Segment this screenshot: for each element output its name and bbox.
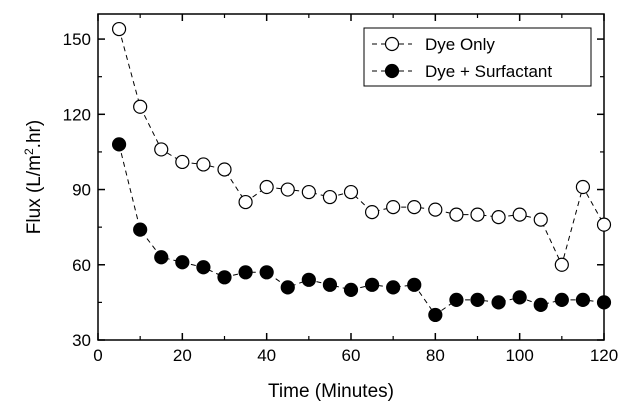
data-point <box>175 154 190 170</box>
data-point <box>575 292 591 307</box>
data-point <box>428 202 443 217</box>
data-point <box>407 277 422 292</box>
data-point <box>238 265 253 280</box>
series-dye-surfactant <box>111 137 612 323</box>
y-tick-label: 60 <box>72 256 91 275</box>
x-tick-label: 80 <box>426 346 445 365</box>
data-point <box>575 179 591 195</box>
legend-box <box>363 27 592 87</box>
y-tick-label: 150 <box>63 30 91 49</box>
data-point <box>386 199 401 215</box>
data-point <box>301 272 316 287</box>
data-point <box>196 157 211 172</box>
data-point <box>238 194 253 210</box>
data-point <box>154 250 169 265</box>
x-tick-label: 60 <box>342 346 361 365</box>
data-point <box>133 222 148 237</box>
data-point <box>217 270 232 285</box>
x-tick-label: 100 <box>505 346 533 365</box>
data-point <box>491 295 506 310</box>
data-point <box>470 207 485 222</box>
x-tick-label: 20 <box>173 346 192 365</box>
x-axis-title: Time (Minutes) <box>268 381 394 402</box>
series-line <box>118 28 605 267</box>
data-point <box>364 277 380 292</box>
legend-label: Dye Only <box>425 35 495 54</box>
data-point <box>111 137 127 152</box>
data-point <box>343 282 359 297</box>
legend-marker <box>384 63 400 79</box>
y-tick-label: 30 <box>72 331 91 350</box>
data-point <box>512 207 527 222</box>
data-point <box>301 184 316 200</box>
data-point <box>449 292 464 307</box>
data-point <box>554 292 569 307</box>
y-tick-label: 90 <box>72 181 91 200</box>
data-point <box>596 295 612 310</box>
data-point <box>364 205 380 220</box>
data-point <box>407 199 422 215</box>
data-point <box>533 212 548 227</box>
legend: Dye Only Dye + Surfactant <box>363 27 592 87</box>
x-tick-label: 0 <box>93 346 102 365</box>
data-point <box>133 99 148 114</box>
data-point <box>470 292 485 307</box>
y-axis-title: Flux (L/m2.hr) <box>22 120 45 234</box>
data-point <box>428 307 443 323</box>
data-point <box>322 189 338 205</box>
y-tick-label: 120 <box>63 105 91 124</box>
data-point <box>154 142 169 157</box>
data-point <box>491 210 506 225</box>
data-point <box>196 260 211 275</box>
series-line <box>118 144 605 316</box>
data-point <box>386 280 401 295</box>
legend-marker <box>384 36 400 52</box>
data-point <box>259 179 274 195</box>
data-point <box>217 162 232 177</box>
x-tick-label: 120 <box>590 346 618 365</box>
data-point <box>449 207 464 222</box>
data-point <box>280 182 295 197</box>
data-point <box>322 277 338 292</box>
x-tick-label: 40 <box>257 346 276 365</box>
data-point <box>259 265 274 280</box>
data-point <box>280 280 295 295</box>
data-point <box>554 257 569 272</box>
data-point <box>175 255 190 270</box>
data-point <box>596 217 612 232</box>
legend-label: Dye + Surfactant <box>425 62 552 81</box>
data-point <box>111 21 127 37</box>
data-point <box>533 297 548 312</box>
data-point <box>512 290 527 305</box>
series-dye-only <box>111 21 612 272</box>
data-point <box>343 184 359 200</box>
